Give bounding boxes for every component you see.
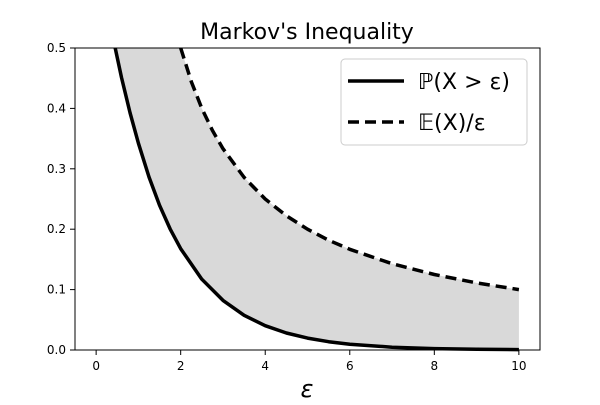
y-tick-label: 0.2 (47, 222, 66, 236)
x-axis-label: ε (301, 375, 314, 400)
x-axis-ticks: 0 2 4 6 8 10 (92, 350, 527, 373)
legend: ℙ(X > ε) 𝔼(X)/ε (340, 58, 528, 146)
x-tick-label: 4 (261, 359, 269, 373)
series-line-probability (113, 47, 519, 352)
y-tick-label: 0.4 (47, 101, 66, 115)
series-layer (113, 47, 520, 352)
legend-label-probability: ℙ(X > ε) (418, 70, 510, 95)
y-axis-ticks: 0.0 0.1 0.2 0.3 0.4 0.5 (47, 41, 75, 357)
fill-layer (115, 48, 519, 350)
chart-title: Markov's Inequality (200, 20, 414, 45)
series-line-expectation (179, 47, 520, 292)
x-tick-label: 6 (346, 359, 354, 373)
x-tick-label: 10 (511, 359, 526, 373)
y-tick-label: 0.0 (47, 343, 66, 357)
x-tick-label: 2 (177, 359, 185, 373)
plot-frame (74, 47, 541, 351)
legend-label-expectation: 𝔼(X)/ε (418, 111, 486, 136)
y-tick-label: 0.3 (47, 162, 66, 176)
x-tick-label: 8 (430, 359, 438, 373)
x-tick-label: 0 (92, 359, 100, 373)
shaded-region (115, 48, 519, 350)
y-tick-label: 0.1 (47, 283, 66, 297)
y-tick-label: 0.5 (47, 41, 66, 55)
